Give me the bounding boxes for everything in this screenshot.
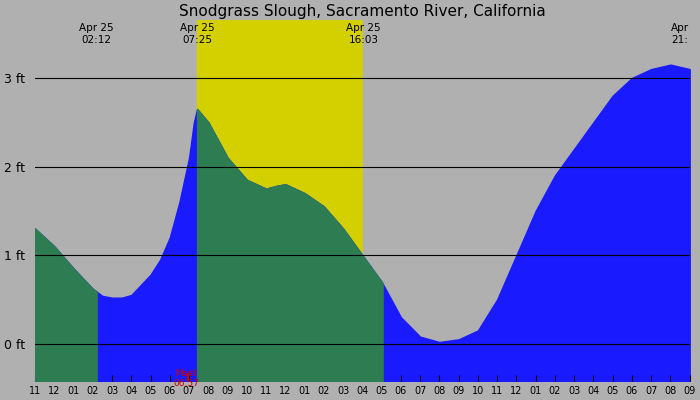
- Text: Apr 25
02:12: Apr 25 02:12: [79, 23, 114, 44]
- Bar: [363, 20, 690, 381]
- Bar: [35, 20, 197, 381]
- Title: Snodgrass Slough, Sacramento River, California: Snodgrass Slough, Sacramento River, Cali…: [179, 4, 546, 19]
- Text: Apr
21:: Apr 21:: [671, 23, 689, 44]
- Text: Mset
06:57: Mset 06:57: [173, 368, 199, 388]
- Text: Apr 25
16:03: Apr 25 16:03: [346, 23, 381, 44]
- Bar: [197, 20, 363, 381]
- Text: Apr 25
07:25: Apr 25 07:25: [180, 23, 214, 44]
